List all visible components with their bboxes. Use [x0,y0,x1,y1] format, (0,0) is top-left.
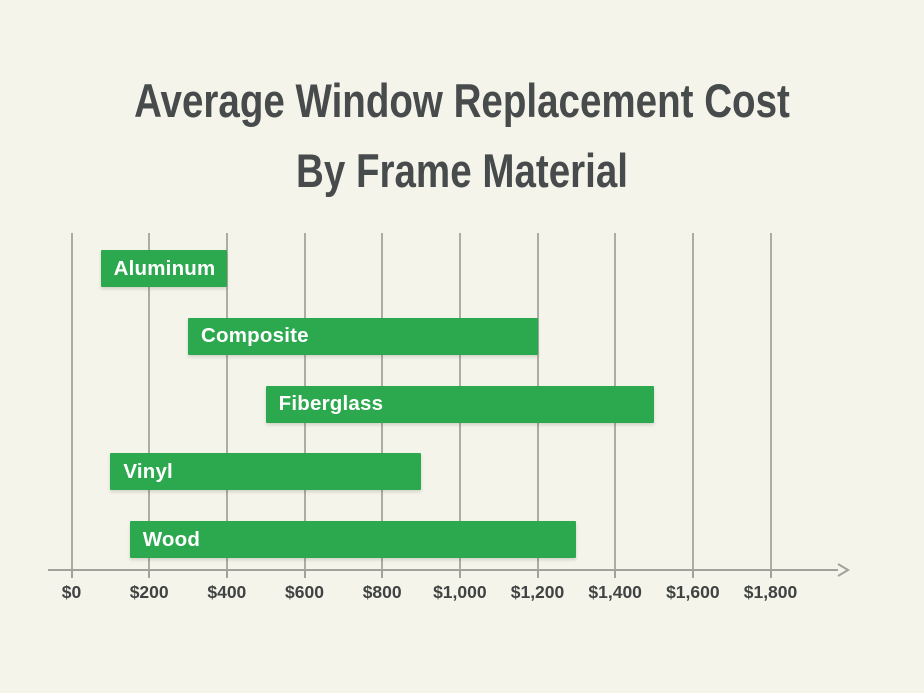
gridline [769,233,772,571]
x-tick-label: $800 [362,582,402,602]
x-tick-label: $0 [61,582,82,602]
axis-tick [70,569,73,578]
gridline [148,233,151,571]
bar-label: Vinyl [123,459,173,483]
bar-composite: Composite [188,317,538,355]
bar-wood: Wood [129,521,577,558]
bar-label: Composite [201,324,309,348]
axis-tick [458,569,461,578]
axis-tick [614,569,617,578]
bar-vinyl: Vinyl [110,453,421,491]
axis-tick [381,569,384,578]
chart-title-line-1: Average Window Replacement Cost [134,74,790,127]
axis-tick [769,569,772,578]
axis-tick [303,569,306,578]
x-tick-label: $1,200 [510,582,565,602]
x-tick-label: $1,600 [666,582,720,602]
gridline [691,233,694,571]
axis-tick [536,569,539,578]
gridline [225,233,228,571]
bar-label: Wood [142,527,201,551]
axis-arrow-icon [836,563,850,582]
bar-label: Fiberglass [278,392,384,415]
x-tick-label: $1,400 [588,582,642,602]
x-tick-label: $1,800 [743,582,798,602]
x-tick-label: $400 [207,582,247,602]
gridline [70,233,73,571]
x-tick-label: $600 [285,582,324,602]
axis-tick [225,569,228,578]
x-tick-label: $200 [129,582,169,602]
axis-tick [148,569,151,578]
axis-tick [691,569,694,578]
x-axis-line [48,569,838,571]
chart-header: Average Window Replacement Cost By Frame… [0,66,924,206]
bar-aluminum: Aluminum [100,250,227,287]
x-tick-label: $1,000 [433,582,487,602]
bar-fiberglass: Fiberglass [265,385,654,423]
bar-label: Aluminum [113,256,216,280]
chart-title-line-2: By Frame Material [295,144,629,197]
